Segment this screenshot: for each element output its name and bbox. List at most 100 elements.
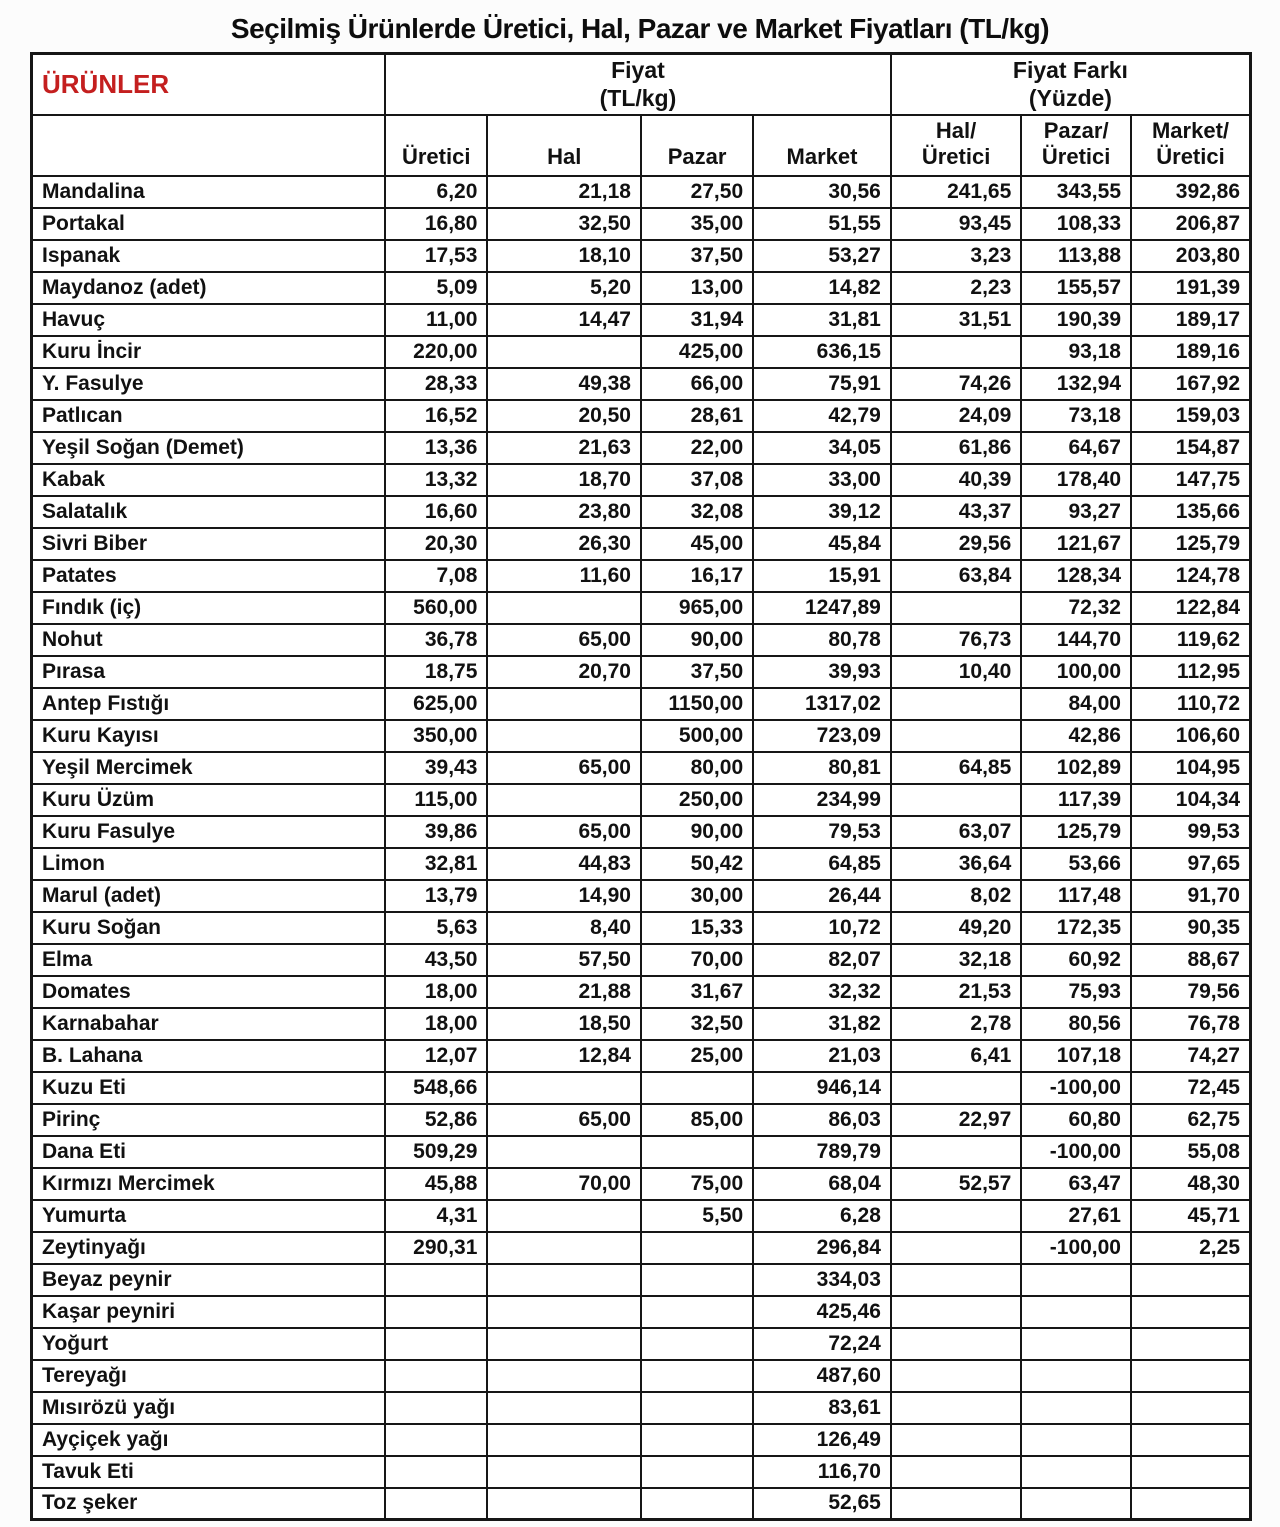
cell-market: 33,00 xyxy=(752,462,892,497)
table-row: Kuru Fasulye 39,86 65,00 90,00 79,53 63,07 125… xyxy=(30,814,1252,849)
cell-pazar-uretici: 93,27 xyxy=(1020,494,1132,529)
cell-hal-uretici: 31,51 xyxy=(889,302,1023,337)
cell-pazar: 22,00 xyxy=(639,430,755,465)
cell-market-uretici xyxy=(1130,1294,1252,1329)
cell-market-uretici: 90,35 xyxy=(1130,910,1252,945)
col-header-hal-uretici: Hal/Üretici xyxy=(889,113,1023,177)
cell-uretici xyxy=(384,1422,489,1457)
product-name: Limon xyxy=(30,846,387,881)
cell-pazar-uretici: 343,55 xyxy=(1020,174,1132,209)
cell-pazar: 13,00 xyxy=(639,270,755,305)
group-header-fiyat: Fiyat (TL/kg) xyxy=(384,52,892,116)
cell-pazar xyxy=(639,1390,755,1425)
table-row: Kuru Üzüm 115,00 250,00 234,99 117,39 104,34 xyxy=(30,782,1252,817)
cell-pazar: 45,00 xyxy=(639,526,755,561)
cell-hal-uretici xyxy=(889,1390,1023,1425)
cell-uretici xyxy=(384,1486,489,1521)
col-header-hal: Hal xyxy=(486,113,642,177)
table-row: Mandalina 6,20 21,18 27,50 30,56 241,65 343,55… xyxy=(30,174,1252,209)
cell-hal-uretici: 93,45 xyxy=(889,206,1023,241)
cell-market-uretici: 55,08 xyxy=(1130,1134,1252,1169)
col-header-uretici: Üretici xyxy=(384,113,489,177)
table-row: Beyaz peynir 334,03 xyxy=(30,1262,1252,1297)
cell-pazar: 30,00 xyxy=(639,878,755,913)
cell-pazar-uretici xyxy=(1020,1486,1132,1521)
cell-hal: 18,50 xyxy=(486,1006,642,1041)
cell-hal-uretici xyxy=(889,1070,1023,1105)
cell-market-uretici: 154,87 xyxy=(1130,430,1252,465)
cell-pazar-uretici: 64,67 xyxy=(1020,430,1132,465)
cell-market-uretici xyxy=(1130,1454,1252,1489)
cell-uretici: 20,30 xyxy=(384,526,489,561)
cell-hal-uretici: 43,37 xyxy=(889,494,1023,529)
product-name: Portakal xyxy=(30,206,387,241)
group-header-fiyat-line1: Fiyat xyxy=(611,57,665,84)
cell-hal-uretici: 32,18 xyxy=(889,942,1023,977)
cell-market: 723,09 xyxy=(752,718,892,753)
cell-pazar: 15,33 xyxy=(639,910,755,945)
table-row: Nohut 36,78 65,00 90,00 80,78 76,73 144,70 119,… xyxy=(30,622,1252,657)
table-row: Kuru Kayısı 350,00 500,00 723,09 42,86 106,60 xyxy=(30,718,1252,753)
cell-hal xyxy=(486,1262,642,1297)
cell-market-uretici: 122,84 xyxy=(1130,590,1252,625)
cell-hal: 26,30 xyxy=(486,526,642,561)
cell-market: 14,82 xyxy=(752,270,892,305)
cell-hal: 70,00 xyxy=(486,1166,642,1201)
cell-hal xyxy=(486,686,642,721)
product-name: Pırasa xyxy=(30,654,387,689)
cell-market: 82,07 xyxy=(752,942,892,977)
cell-market: 116,70 xyxy=(752,1454,892,1489)
col-header-pazar: Pazar xyxy=(639,113,755,177)
cell-pazar-uretici xyxy=(1020,1422,1132,1457)
table-row: Havuç 11,00 14,47 31,94 31,81 31,51 190,39 189,… xyxy=(30,302,1252,337)
cell-market: 72,24 xyxy=(752,1326,892,1361)
cell-hal xyxy=(486,1294,642,1329)
cell-pazar-uretici: 190,39 xyxy=(1020,302,1132,337)
cell-hal xyxy=(486,1070,642,1105)
cell-uretici: 13,36 xyxy=(384,430,489,465)
cell-pazar-uretici: 27,61 xyxy=(1020,1198,1132,1233)
table-row: Zeytinyağı 290,31 296,84 -100,00 2,25 xyxy=(30,1230,1252,1265)
cell-hal: 65,00 xyxy=(486,622,642,657)
cell-uretici: 39,43 xyxy=(384,750,489,785)
cell-hal xyxy=(486,1390,642,1425)
product-name: Zeytinyağı xyxy=(30,1230,387,1265)
cell-market-uretici: 189,16 xyxy=(1130,334,1252,369)
cell-market-uretici: 74,27 xyxy=(1130,1038,1252,1073)
cell-market: 68,04 xyxy=(752,1166,892,1201)
cell-hal: 21,88 xyxy=(486,974,642,1009)
product-name: Salatalık xyxy=(30,494,387,529)
cell-market-uretici: 48,30 xyxy=(1130,1166,1252,1201)
cell-hal: 23,80 xyxy=(486,494,642,529)
cell-pazar-uretici: 155,57 xyxy=(1020,270,1132,305)
cell-market: 26,44 xyxy=(752,878,892,913)
cell-market-uretici: 191,39 xyxy=(1130,270,1252,305)
cell-pazar: 250,00 xyxy=(639,782,755,817)
cell-market-uretici xyxy=(1130,1262,1252,1297)
cell-market-uretici: 159,03 xyxy=(1130,398,1252,433)
table-row: Mısırözü yağı 83,61 xyxy=(30,1390,1252,1425)
cell-market: 45,84 xyxy=(752,526,892,561)
cell-market-uretici: 206,87 xyxy=(1130,206,1252,241)
table-row: Maydanoz (adet) 5,09 5,20 13,00 14,82 2,23 155… xyxy=(30,270,1252,305)
cell-uretici: 18,00 xyxy=(384,974,489,1009)
cell-market-uretici: 203,80 xyxy=(1130,238,1252,273)
cell-uretici: 32,81 xyxy=(384,846,489,881)
cell-pazar-uretici xyxy=(1020,1294,1132,1329)
cell-uretici: 16,52 xyxy=(384,398,489,433)
cell-pazar: 80,00 xyxy=(639,750,755,785)
cell-hal-uretici xyxy=(889,1422,1023,1457)
cell-market: 80,78 xyxy=(752,622,892,657)
product-name: Patates xyxy=(30,558,387,593)
cell-pazar-uretici xyxy=(1020,1454,1132,1489)
table-row: Yumurta 4,31 5,50 6,28 27,61 45,71 xyxy=(30,1198,1252,1233)
cell-market-uretici: 76,78 xyxy=(1130,1006,1252,1041)
cell-market-uretici: 97,65 xyxy=(1130,846,1252,881)
cell-market-uretici: 88,67 xyxy=(1130,942,1252,977)
cell-market: 946,14 xyxy=(752,1070,892,1105)
cell-pazar-uretici: 107,18 xyxy=(1020,1038,1132,1073)
cell-uretici: 52,86 xyxy=(384,1102,489,1137)
cell-pazar xyxy=(639,1454,755,1489)
table-row: Marul (adet) 13,79 14,90 30,00 26,44 8,02 117,… xyxy=(30,878,1252,913)
cell-market: 30,56 xyxy=(752,174,892,209)
